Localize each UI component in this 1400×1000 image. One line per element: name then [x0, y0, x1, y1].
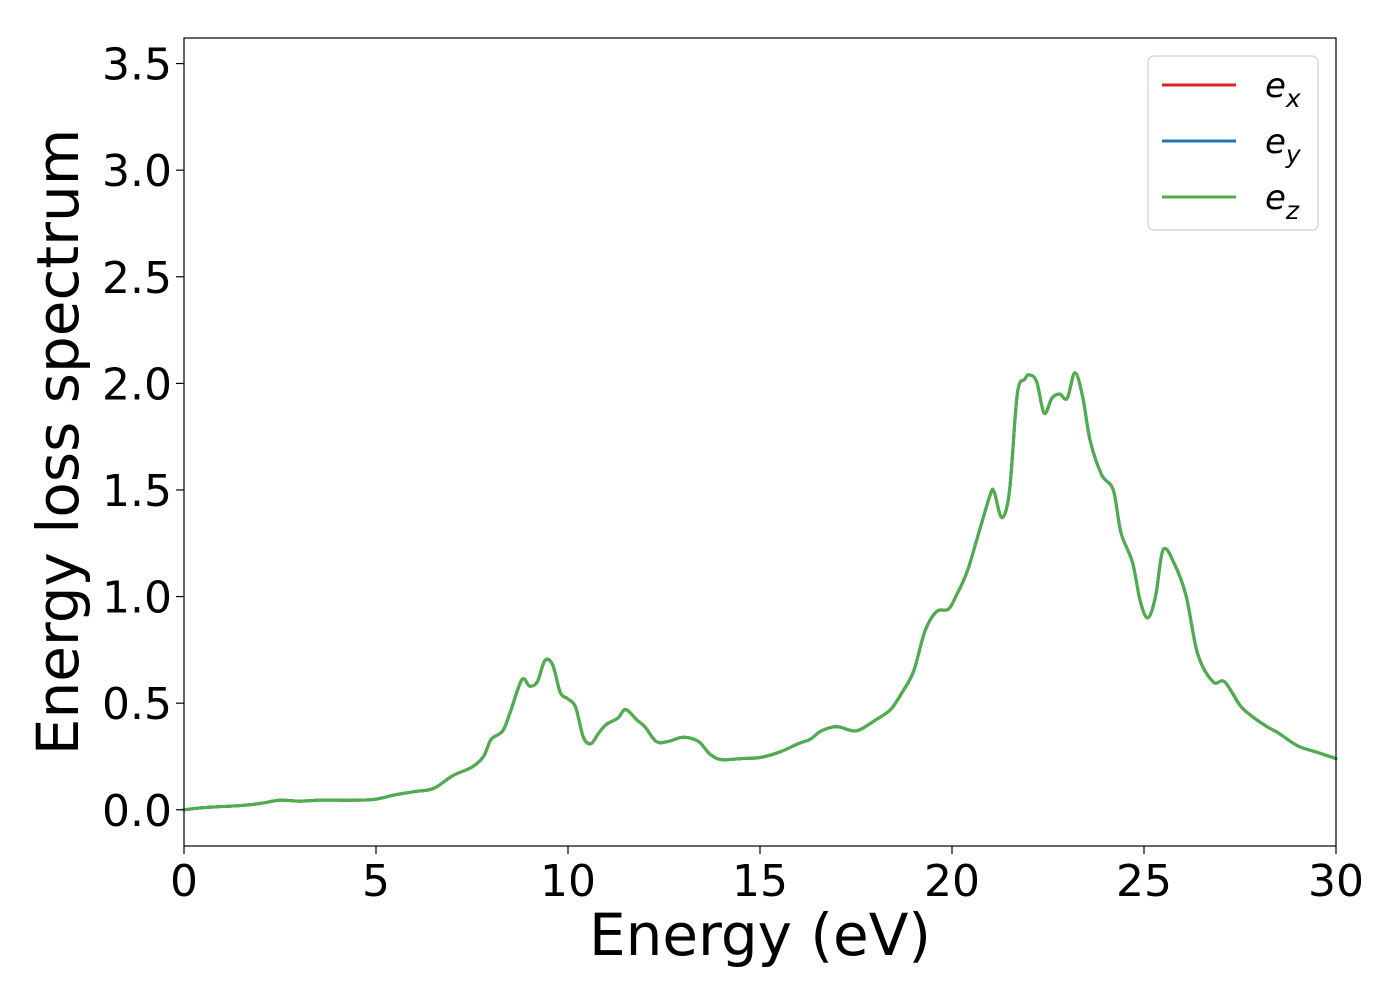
- x-tick-label: 5: [362, 856, 390, 907]
- y-axis: 0.0 0.5 1.0 1.5 2.0 2.5 3.0 3.5: [102, 40, 184, 837]
- legend-label-x: ex: [1265, 66, 1301, 113]
- x-tick-label: 10: [540, 856, 596, 907]
- x-tick-label: 25: [1116, 856, 1172, 907]
- x-axis: 0 5 10 15 20 25 30: [170, 846, 1364, 907]
- y-tick-label: 3.5: [102, 40, 172, 91]
- x-tick-label: 15: [732, 856, 788, 907]
- x-tick-label: 30: [1308, 856, 1364, 907]
- y-tick-label: 3.0: [102, 146, 172, 197]
- legend-label-y: ey: [1265, 122, 1302, 169]
- y-tick-label: 0.0: [102, 786, 172, 837]
- y-axis-title: Energy loss spectrum: [24, 129, 92, 755]
- series-layer: [182, 371, 1338, 812]
- series-line-e-z: [182, 371, 1338, 812]
- x-tick-label: 20: [924, 856, 980, 907]
- legend-box: [1147, 55, 1319, 231]
- y-tick-label: 2.5: [102, 253, 172, 304]
- y-tick-label: 1.5: [102, 466, 172, 517]
- legend-label-z: ez: [1265, 178, 1300, 225]
- legend: ex ey ez: [1147, 55, 1319, 231]
- x-axis-title: Energy (eV): [589, 901, 931, 969]
- y-tick-label: 0.5: [102, 679, 172, 730]
- y-tick-label: 2.0: [102, 359, 172, 410]
- x-tick-label: 0: [170, 856, 198, 907]
- y-tick-label: 1.0: [102, 573, 172, 624]
